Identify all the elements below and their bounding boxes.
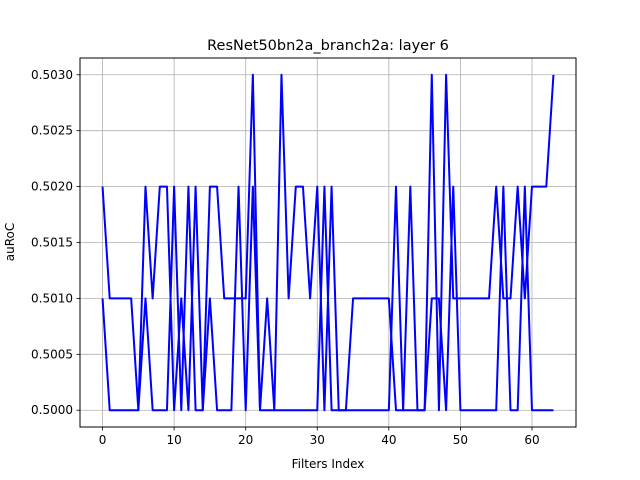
y-tick-label: 0.5000 [31, 403, 73, 417]
x-axis-label: Filters Index [292, 457, 365, 471]
y-tick-label: 0.5025 [31, 124, 73, 138]
x-tick-label: 60 [524, 433, 539, 447]
series-line-2 [101, 185, 554, 412]
x-tick-label: 20 [238, 433, 253, 447]
x-tick-label: 10 [166, 433, 181, 447]
y-axis-label: auRoC [3, 223, 17, 261]
y-tick-label: 0.5005 [31, 347, 73, 361]
y-tick-label: 0.5020 [31, 180, 73, 194]
x-tick-label: 30 [310, 433, 325, 447]
x-tick-label: 50 [453, 433, 468, 447]
x-tick-label: 40 [381, 433, 396, 447]
y-tick-label: 0.5010 [31, 291, 73, 305]
x-tick-label: 0 [99, 433, 107, 447]
x-axis-ticks: 0 10 20 30 40 50 60 [99, 427, 540, 447]
y-axis-ticks: 0.5000 0.5005 0.5010 0.5015 0.5020 0.5025 0.50… [31, 68, 80, 417]
y-tick-label: 0.5030 [31, 68, 73, 82]
series-layer [101, 73, 555, 412]
chart-title: ResNet50bn2a_branch2a: layer 6 [207, 38, 449, 54]
y-tick-label: 0.5015 [31, 236, 73, 250]
